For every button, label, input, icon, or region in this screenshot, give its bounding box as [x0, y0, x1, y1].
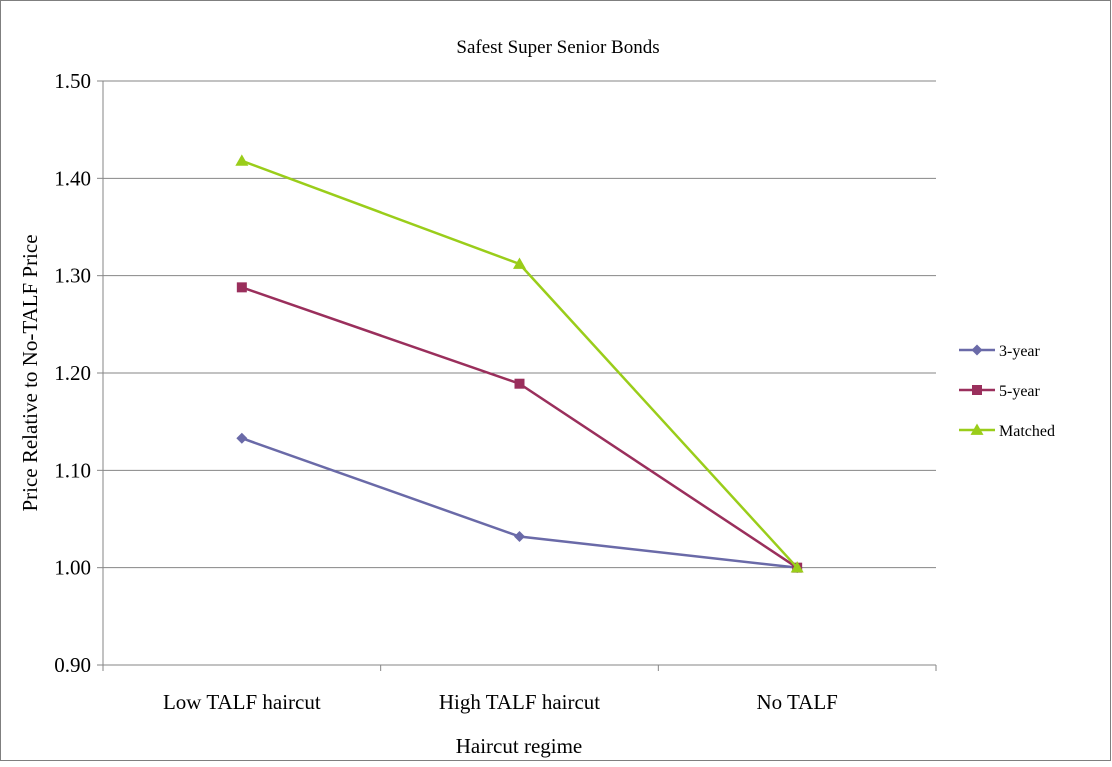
- x-tick-label: High TALF haircut: [439, 690, 600, 714]
- x-tick-label: Low TALF haircut: [163, 690, 321, 714]
- chart-title: Safest Super Senior Bonds: [456, 37, 659, 58]
- x-tick-label: No TALF: [756, 690, 837, 714]
- legend: 3-year 5-year Matched: [959, 343, 1055, 440]
- y-axis-label: Price Relative to No-TALF Price: [18, 234, 42, 511]
- legend-marker: [972, 385, 982, 395]
- series-line-3-year: [241, 437, 798, 569]
- x-axis-label: Haircut regime: [456, 734, 583, 758]
- series-line-5-year: [241, 286, 798, 569]
- y-tick-label: 1.00: [54, 556, 91, 580]
- legend-marker: [971, 344, 983, 356]
- y-tick-label: 1.10: [54, 458, 91, 482]
- legend-label: 5-year: [999, 383, 1041, 400]
- data-point: [514, 531, 525, 543]
- axes: 0.90 1.00 1.10 1.20 1.30 1.40 1.50 Low TALF hai…: [54, 69, 937, 714]
- legend-label: Matched: [999, 423, 1055, 440]
- y-tick-label: 1.50: [54, 69, 91, 93]
- data-point: [790, 561, 804, 573]
- data-point: [514, 378, 525, 389]
- data-point: [236, 282, 247, 293]
- data-point: [513, 257, 526, 269]
- y-tick-label: 1.40: [54, 166, 91, 190]
- legend-marker: [970, 423, 984, 435]
- gridlines: [103, 80, 936, 569]
- series-line-matched: [241, 159, 799, 569]
- y-tick-label: 1.20: [54, 361, 91, 385]
- y-tick-label: 1.30: [54, 264, 91, 288]
- y-tick-label: 0.90: [54, 653, 91, 677]
- series-lines: [235, 154, 804, 574]
- data-point: [236, 432, 248, 444]
- legend-label: 3-year: [999, 343, 1041, 360]
- data-point: [235, 154, 249, 166]
